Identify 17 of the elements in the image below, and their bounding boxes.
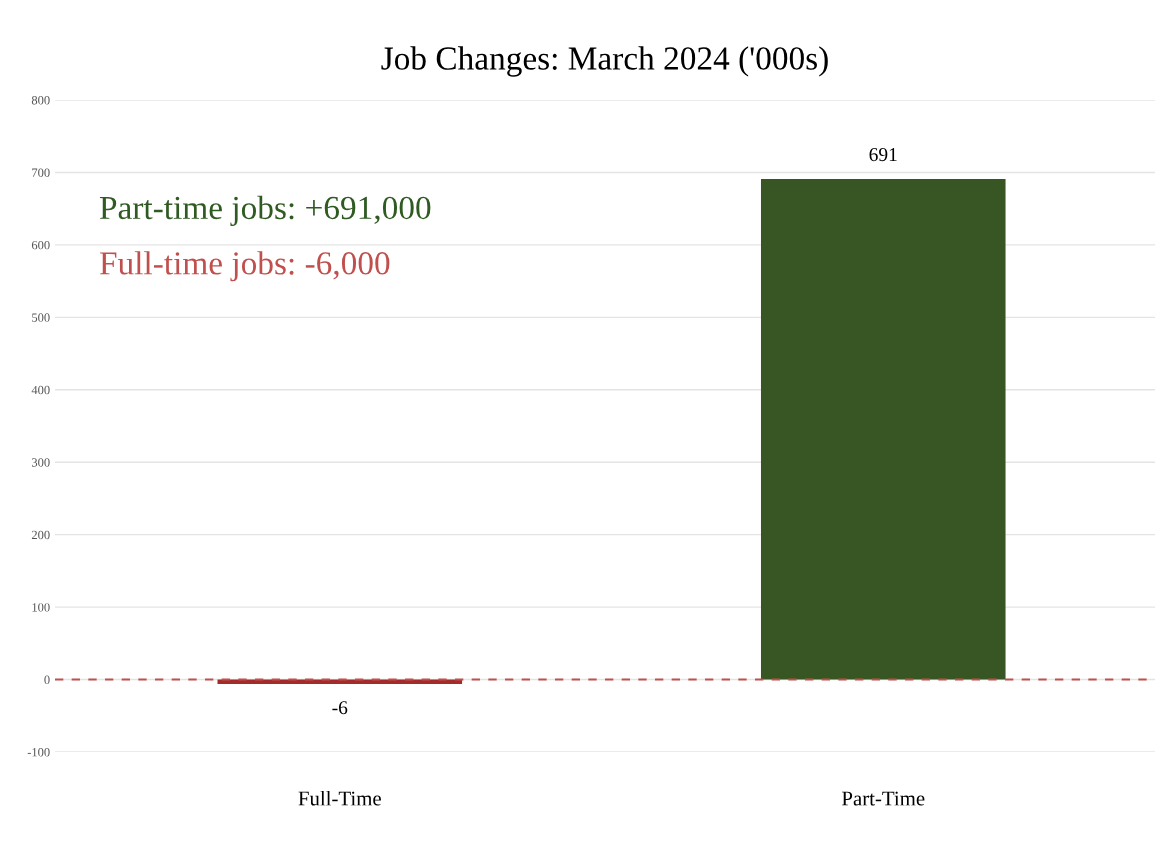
y-tick-label: 300 bbox=[31, 458, 50, 467]
y-tick-label: 800 bbox=[31, 96, 50, 105]
data-label: -6 bbox=[332, 701, 348, 715]
chart-title: Job Changes: March 2024 ('000s) bbox=[381, 46, 828, 77]
y-tick-label: 500 bbox=[32, 313, 50, 322]
data-label: 691 bbox=[869, 148, 897, 162]
annotation: Part-time jobs: +691,000 bbox=[99, 195, 431, 226]
y-tick-label: 200 bbox=[31, 530, 50, 540]
y-tick-label: 400 bbox=[31, 385, 50, 395]
x-tick-label: Full-Time bbox=[298, 790, 381, 806]
annotation: Full-time jobs: -6,000 bbox=[99, 251, 390, 282]
y-tick-label: 0 bbox=[44, 675, 50, 685]
y-tick-label: 600 bbox=[31, 240, 50, 250]
y-tick-label: 100 bbox=[32, 603, 50, 612]
x-tick-label: Part-Time bbox=[841, 791, 925, 806]
y-tick-label: 700 bbox=[32, 168, 50, 177]
y-tick-label: -100 bbox=[27, 748, 50, 757]
